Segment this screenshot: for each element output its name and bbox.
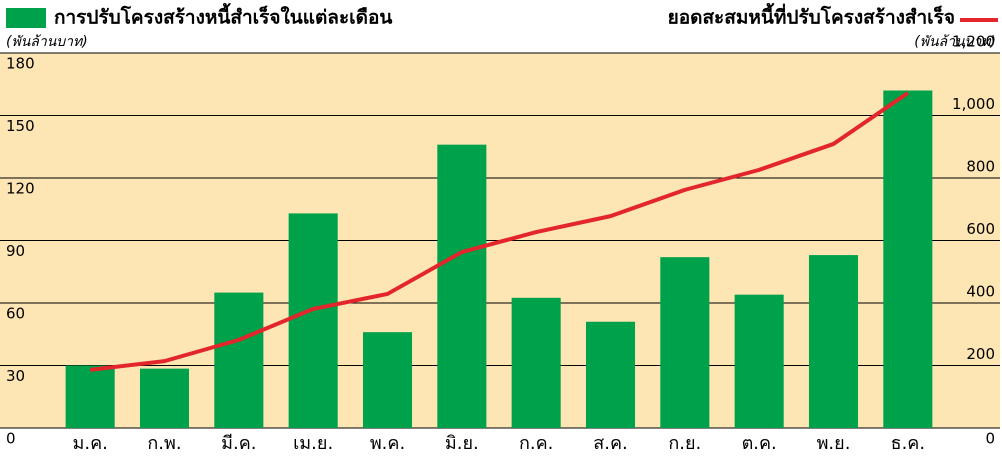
y-tick-label: 120	[6, 180, 35, 198]
line	[89, 91, 909, 372]
bar	[808, 255, 859, 428]
x-tick-label: ต.ค.	[742, 433, 777, 454]
bar	[288, 213, 338, 428]
x-tick-label: ส.ค.	[593, 433, 627, 454]
legend-line-label: ยอดสะสมหนี้ที่ปรับโครงสร้างสำเร็จ	[668, 3, 955, 29]
y-tick-label: 30	[6, 367, 25, 385]
bar	[883, 90, 933, 428]
y-tick-label: 150	[6, 117, 35, 135]
x-tick-label: ก.ย.	[668, 433, 701, 454]
x-tick-label: ธ.ค.	[891, 433, 925, 454]
y2-axis-label: (พันล้านบาท)	[914, 34, 996, 50]
bar	[65, 365, 115, 428]
y-tick-label: 90	[6, 242, 25, 260]
x-tick-label: พ.ค.	[370, 433, 405, 454]
x-tick-label: ก.พ.	[147, 433, 181, 454]
bar	[437, 144, 487, 428]
y2-tick-label: 600	[966, 220, 995, 238]
bar	[585, 321, 636, 428]
x-tick-label: ก.ค.	[519, 433, 553, 454]
y-tick-label: 60	[6, 305, 25, 323]
bar	[734, 294, 784, 428]
y2-tick-label: 1,000	[952, 95, 995, 113]
x-tick-label: ม.ค.	[72, 433, 107, 454]
y2-tick-label: 1,200	[952, 33, 995, 51]
bar	[511, 297, 561, 428]
x-tick-label: พ.ย.	[817, 433, 851, 454]
y-axis-label: (พันล้านบาท)	[6, 34, 88, 50]
x-tick-label: เม.ย.	[293, 433, 333, 454]
legend-bar-swatch	[6, 8, 46, 28]
y2-tick-label: 400	[966, 283, 995, 301]
y2-tick-label: 0	[985, 430, 995, 448]
bar	[362, 332, 413, 428]
y2-tick-label: 800	[966, 158, 995, 176]
legend-bar-label: การปรับโครงสร้างหนี้สำเร็จในแต่ละเดือน	[54, 3, 392, 29]
y2-tick-label: 200	[966, 345, 995, 363]
x-tick-label: มิ.ย.	[445, 433, 479, 454]
y-tick-label: 0	[6, 430, 16, 448]
bar	[139, 368, 190, 428]
bar	[660, 257, 710, 428]
bar	[214, 292, 264, 428]
y-tick-label: 180	[6, 55, 35, 73]
x-tick-label: มี.ค.	[221, 433, 256, 454]
